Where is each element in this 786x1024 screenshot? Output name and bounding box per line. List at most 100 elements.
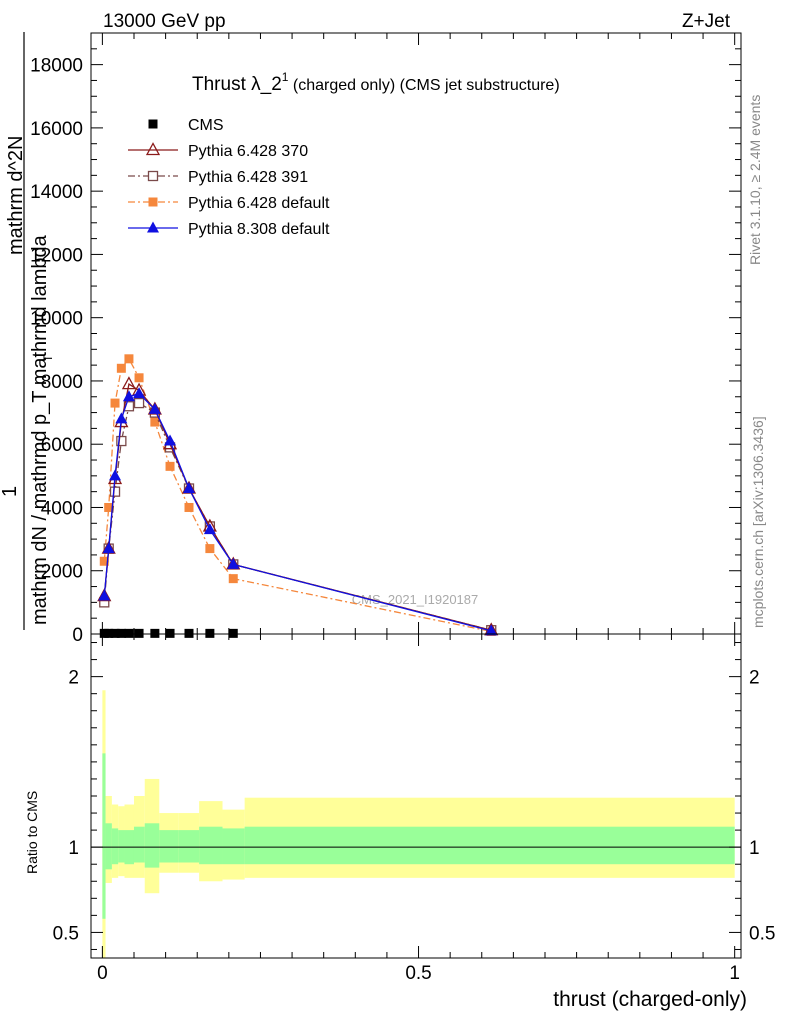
legend-marker-cms <box>148 119 158 129</box>
y-tick-label: 0 <box>72 625 83 646</box>
energy-label: 13000 GeV pp <box>103 11 226 32</box>
ratio-inner-band <box>102 753 106 919</box>
legend-label-cms: CMS <box>188 117 224 134</box>
y-axis-label-numer-2: mathrm dN / mathrmd p_T mathrmd lambda <box>29 234 51 625</box>
y-axis-label-one: 1 <box>0 486 21 497</box>
ratio-plot: 0.5 0.5 1 1 2 2 <box>53 633 775 959</box>
pythia-6-428-391-point <box>116 435 127 447</box>
ratio-inner-band <box>199 826 223 865</box>
pythia-8-308-default-point <box>133 387 146 399</box>
main-series <box>97 354 499 638</box>
pythia-8-308-default-line <box>103 392 492 632</box>
ratio-y-tick-label-right: 1 <box>749 838 760 859</box>
cms-point <box>110 628 120 638</box>
legend-label-pythia-6-428-391: Pythia 6.428 391 <box>188 169 308 186</box>
y-tick-label: 8000 <box>41 372 83 393</box>
ratio-y-label: Ratio to CMS <box>24 791 40 874</box>
legend: CMS Pythia 6.428 370 Pythia 6.428 391 Pythi… <box>128 117 330 238</box>
legend-label-pythia-6-428-370: Pythia 6.428 370 <box>188 143 308 160</box>
pythia-8-308-default-point <box>122 390 135 402</box>
cms-point <box>165 628 175 638</box>
chart-title-sup: 1 <box>282 70 289 84</box>
rivet-label: Rivet 3.1.10, ≥ 2.4M events <box>747 95 763 265</box>
x-tick-label: 1 <box>729 963 740 984</box>
legend-marker-pythia-6-428-default <box>148 197 158 207</box>
y-axis-label: mathrm d^2N mathrm dN / mathrmd p_T math… <box>0 32 55 630</box>
pythia-8-308-default-point <box>98 589 111 601</box>
pythia-6-428-default-point <box>104 502 114 512</box>
y-tick-label: 16000 <box>30 119 83 140</box>
ratio-inner-band <box>118 830 125 863</box>
x-tick-labels: 0 0.5 1 <box>97 963 740 984</box>
y-tick-label: 2000 <box>41 562 83 583</box>
ratio-y-tick-label: 1 <box>68 838 79 859</box>
pythia-6-428-370-point <box>121 376 137 390</box>
pythia-8-308-default-point <box>115 412 128 424</box>
pythia-6-428-default-line <box>103 357 492 633</box>
pythia-8-308-default-point <box>183 481 196 493</box>
ratio-y-tick-label: 0.5 <box>53 923 79 944</box>
legend-label-pythia-8-308-default: Pythia 8.308 default <box>188 221 330 238</box>
ratio-inner-band <box>159 830 179 863</box>
ratio-y-tick-label-right: 0.5 <box>749 923 775 944</box>
process-label: Z+Jet <box>682 11 731 32</box>
legend-marker-pythia-6-428-370 <box>145 142 161 156</box>
pythia-6-428-default-point <box>99 556 109 566</box>
ratio-y-tick-label-right: 2 <box>749 668 760 689</box>
cms-point <box>228 628 238 638</box>
ratio-bands <box>102 690 735 958</box>
y-tick-label: 4000 <box>41 498 83 519</box>
cms-point <box>205 628 215 638</box>
pythia-6-428-default-point <box>116 363 126 373</box>
cms-point <box>116 628 126 638</box>
pythia-8-308-default-point <box>148 402 161 414</box>
ratio-y-tick-label: 2 <box>68 668 79 689</box>
ratio-inner-band <box>133 826 145 863</box>
main-axis-ticks: 0 2000 4000 6000 8000 10000 12000 14000 16000 180… <box>30 33 741 646</box>
y-axis-label-sub: T <box>41 354 55 362</box>
main-plot: CMS_2021_I1920187 0200040006000800010000… <box>30 32 742 646</box>
y-tick-label: 14000 <box>30 182 83 203</box>
pythia-8-308-default-point <box>109 469 122 481</box>
cms-point <box>150 628 160 638</box>
pythia-6-428-default-point <box>205 544 215 554</box>
pythia-6-428-default-point <box>165 461 175 471</box>
chart-title-rest: (charged only) (CMS jet substructure) <box>288 77 559 94</box>
y-tick-label: 12000 <box>30 245 83 266</box>
y-axis-label-numerator: mathrm d^2N <box>5 136 27 255</box>
chart-title-main: Thrust λ_2 <box>192 74 282 95</box>
x-tick-label: 0 <box>97 963 108 984</box>
pythia-6-428-391-point <box>109 486 121 497</box>
pythia-6-428-391-point <box>133 397 145 409</box>
pythia-6-428-default-point <box>150 417 160 427</box>
pythia-8-308-default-point <box>164 434 177 446</box>
pythia-8-308-default-point <box>227 557 240 569</box>
ratio-inner-band <box>244 826 735 865</box>
ratio-inner-band <box>178 830 200 863</box>
pythia-6-428-default-point <box>184 502 194 512</box>
mcplots-label: mcplots.cern.ch [arXiv:1306.3436] <box>750 416 766 628</box>
pythia-8-308-default-point <box>102 542 115 554</box>
x-axis-label: thrust (charged-only) <box>553 988 747 1011</box>
pythia-8-308-default-point <box>203 523 216 535</box>
y-tick-label: 10000 <box>30 309 83 330</box>
cms-point <box>134 628 144 638</box>
y-tick-label: 6000 <box>41 435 83 456</box>
ratio-inner-band <box>144 823 160 868</box>
ratio-inner-band <box>111 828 119 865</box>
y-tick-label: 18000 <box>30 56 83 77</box>
pythia-6-428-default-point <box>228 574 238 584</box>
pythia-6-428-default-point <box>124 354 134 364</box>
series-4 <box>98 387 498 636</box>
cms-point <box>124 628 134 638</box>
ratio-axis-ticks: 0.5 0.5 1 1 2 2 <box>53 634 775 958</box>
pythia-8-308-default-point <box>485 624 498 636</box>
cms-point <box>184 628 194 638</box>
chart-title: Thrust λ_21 (charged only) (CMS jet subs… <box>192 70 560 95</box>
ratio-frame <box>90 633 742 959</box>
ratio-inner-band <box>222 828 245 865</box>
series-0 <box>99 628 238 638</box>
pythia-6-428-default-point <box>110 398 120 408</box>
ratio-inner-band <box>105 823 112 870</box>
